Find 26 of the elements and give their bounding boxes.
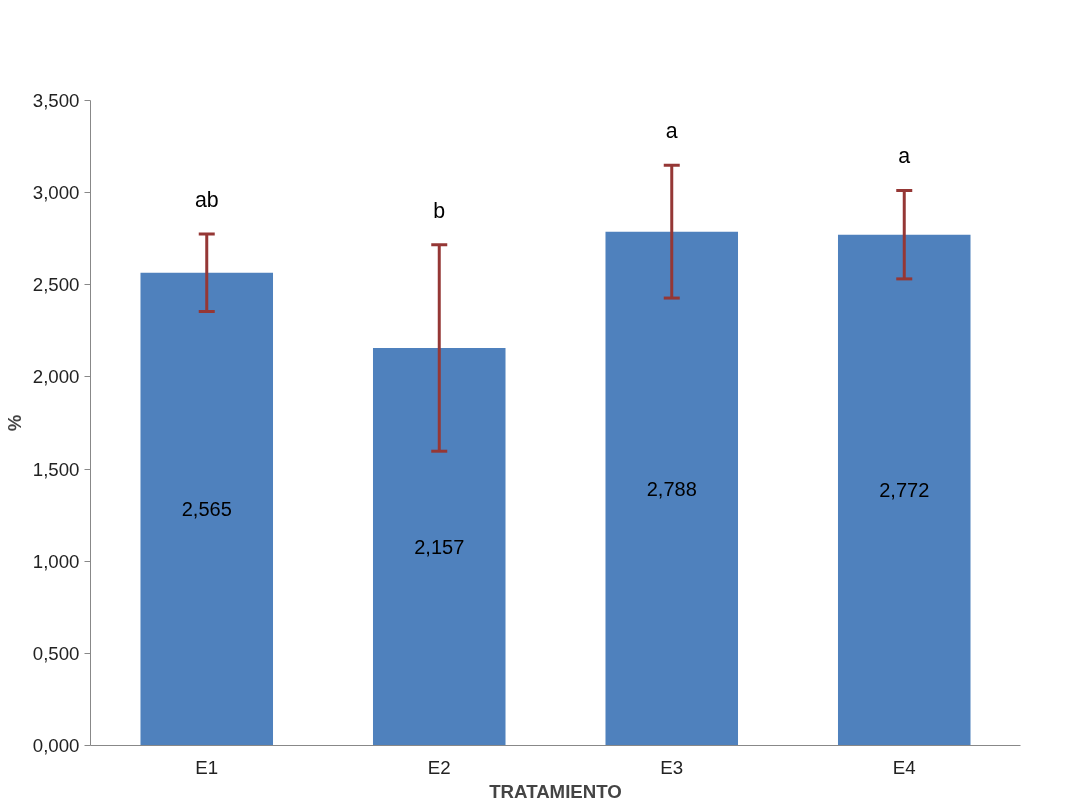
x-tick-label: E1 [195,756,219,778]
x-tick-label: E4 [892,756,916,778]
data-label: 2,157 [414,535,465,558]
y-tick-label: 1,000 [32,550,80,572]
annotation: a [665,119,678,144]
annotation: ab [194,188,219,213]
y-tick-label: 3,000 [32,182,80,204]
data-label: 2,772 [879,479,930,502]
y-axis-title: % [3,414,25,432]
bar [372,348,506,746]
y-tick-label: 0,500 [32,642,80,664]
y-tick-label: 2,500 [32,274,80,296]
y-tick-label: 0,000 [32,735,80,756]
annotation: a [898,144,911,169]
data-label: 2,788 [646,477,697,500]
data-label: 2,565 [181,498,232,521]
x-axis-title: TRATAMIENTO [489,780,622,802]
annotation: b [433,198,446,223]
y-tick-label: 2,000 [32,366,80,388]
x-tick-label: E2 [427,756,451,778]
bar [837,234,971,746]
y-tick-label: 1,500 [32,458,80,480]
y-tick-label: 3,500 [32,90,80,111]
x-tick-label: E3 [660,756,684,778]
bar [140,272,274,746]
bar [605,231,739,746]
